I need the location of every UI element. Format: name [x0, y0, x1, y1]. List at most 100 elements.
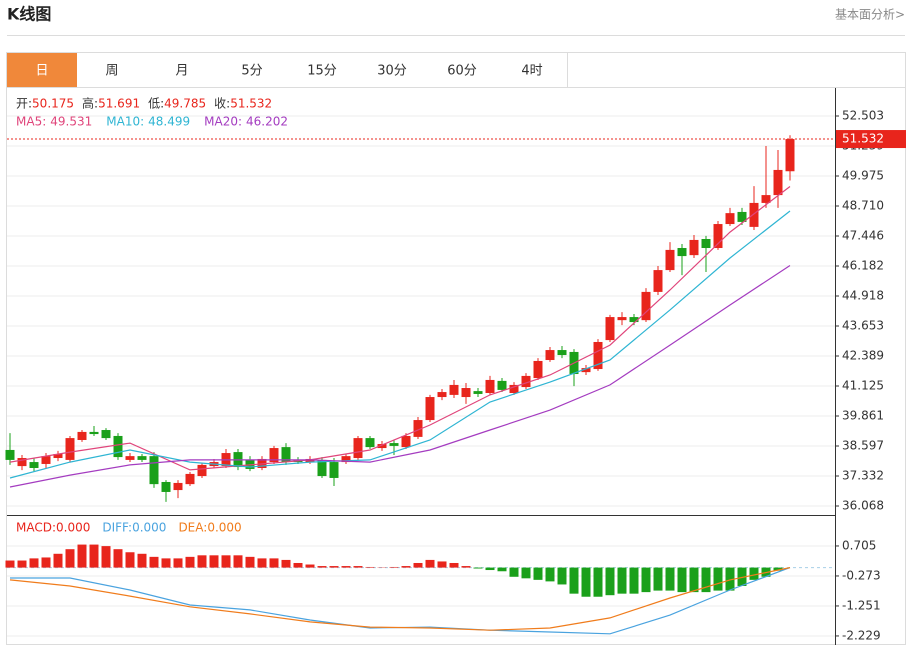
candle-body [377, 444, 387, 449]
tab[interactable]: 周 [77, 53, 148, 87]
macd-bar [401, 566, 411, 568]
macd-bar [5, 560, 15, 568]
macd-bar [677, 567, 687, 593]
macd-bar [665, 567, 675, 591]
candle-body [581, 368, 591, 373]
macd-bar [641, 567, 651, 593]
macd-bar [485, 567, 495, 571]
macd-bar [689, 567, 699, 593]
legend-label: MA5: [16, 115, 46, 129]
macd-bar [317, 566, 327, 568]
candle-body [53, 453, 63, 459]
y-tick-label: 41.125 [842, 379, 884, 393]
macd-bar [713, 567, 723, 591]
legend-value: 0.000 [132, 521, 166, 535]
macd-bar [161, 558, 171, 568]
candle-body [161, 481, 171, 492]
candle-body [17, 458, 27, 467]
candle-body [305, 458, 315, 463]
macd-bar [653, 567, 663, 591]
candle-body [521, 375, 531, 388]
y-tick-label: 43.653 [842, 319, 884, 333]
macd-bar [437, 561, 447, 568]
tab-label: 4时 [521, 64, 542, 79]
tab[interactable]: 日 [7, 53, 78, 87]
tab[interactable]: 5分 [217, 53, 288, 87]
candle-body [137, 456, 147, 460]
legend-value: 51.532 [230, 97, 272, 111]
fundamental-link[interactable]: 基本面分析> [835, 8, 905, 22]
candle-body [341, 456, 351, 463]
candle-body [77, 431, 87, 440]
tab-label: 周 [105, 64, 118, 79]
macd-bar [581, 567, 591, 597]
y-tick-label: 39.861 [842, 408, 884, 422]
macd-bar [509, 567, 519, 577]
macd-bar [101, 546, 111, 568]
macd-bar [149, 556, 159, 568]
macd-bar [545, 567, 555, 582]
candle-body [725, 213, 735, 225]
candle-body [173, 482, 183, 491]
tab-label: 日 [35, 64, 48, 79]
candle-body [461, 388, 471, 398]
y-tick-label: 44.918 [842, 288, 884, 302]
macd-bar [749, 567, 759, 580]
macd-bar [569, 567, 579, 594]
tab-label: 60分 [447, 64, 477, 79]
candle-body [413, 420, 423, 437]
tab-background [497, 53, 567, 87]
macd-bar [65, 549, 75, 568]
macd-bar [209, 555, 219, 568]
legend-label: MA10: [106, 115, 144, 129]
tab-background [77, 53, 147, 87]
candle-body [269, 448, 279, 463]
candle-body [533, 360, 543, 379]
macd-bar [773, 567, 783, 571]
tab[interactable]: 4时 [497, 53, 568, 87]
candle-body [485, 379, 495, 394]
candle-body [425, 397, 435, 421]
candle-body [317, 459, 327, 477]
macd-bar [497, 567, 507, 572]
macd-bar [521, 567, 531, 579]
legend-label: 高: [82, 96, 98, 111]
legend-label: DEA: [178, 521, 207, 535]
candle-body [653, 270, 663, 292]
candle-body [185, 473, 195, 485]
candle-body [401, 435, 411, 448]
macd-bar [737, 567, 747, 586]
macd-bar [617, 567, 627, 594]
legend-value: 0.000 [56, 521, 90, 535]
macd-bar [473, 567, 483, 569]
macd-bar [233, 555, 243, 568]
y-tick-label: 37.332 [842, 469, 884, 483]
candle-body [473, 391, 483, 394]
candle-body [389, 443, 399, 446]
macd-bar [77, 544, 87, 568]
tab-background [217, 53, 287, 87]
y-tick-label: 0.705 [842, 538, 876, 552]
legend-label: 收: [214, 97, 230, 111]
candle-body [785, 139, 795, 172]
candle-body [665, 249, 675, 271]
macd-bar [701, 567, 711, 593]
macd-bar [269, 558, 279, 568]
candle-body [497, 380, 507, 390]
tab[interactable]: 30分 [357, 53, 428, 87]
candle-body [89, 431, 99, 435]
tab[interactable]: 月 [147, 53, 218, 87]
indicator-line [9, 210, 791, 479]
y-tick-label: 38.597 [842, 438, 884, 452]
indicator-line [9, 567, 791, 631]
tab[interactable]: 60分 [427, 53, 498, 87]
candle-body [101, 430, 111, 439]
tab[interactable]: 15分 [287, 53, 358, 87]
tab-background [7, 53, 77, 87]
candle-body [329, 462, 339, 478]
macd-bar [725, 567, 735, 591]
macd-bar [185, 556, 195, 568]
candle-body [629, 317, 639, 323]
legend-value: 50.175 [32, 97, 74, 111]
candle-body [677, 248, 687, 257]
